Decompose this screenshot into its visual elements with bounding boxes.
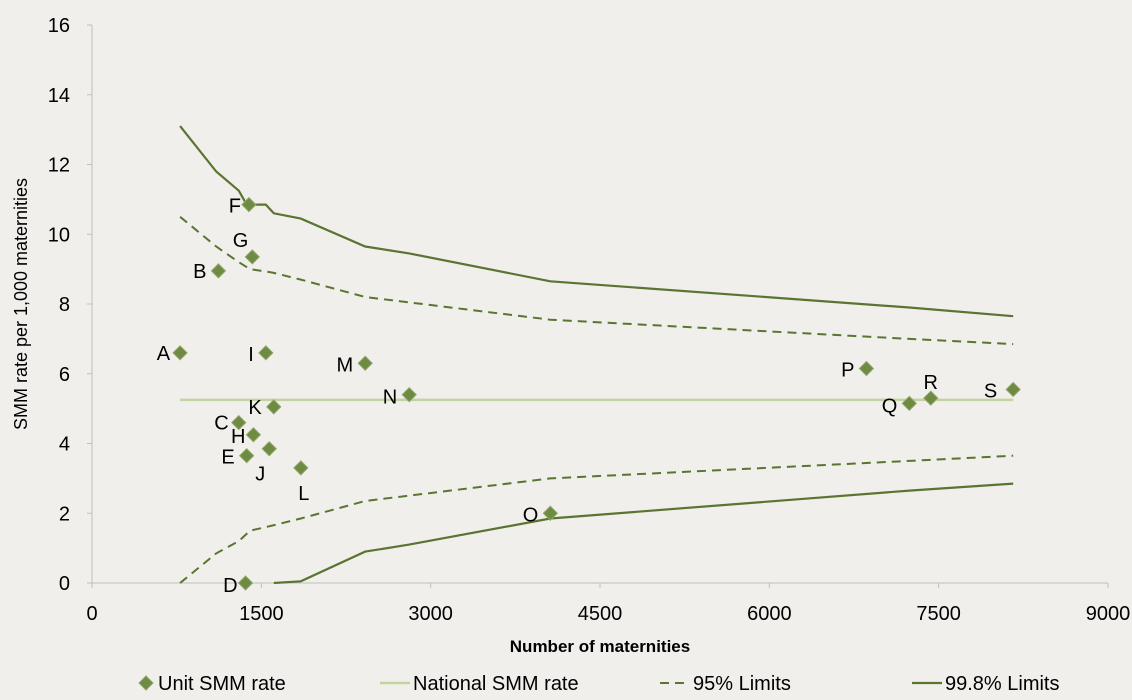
point-label-I: I	[248, 344, 254, 366]
y-tick-label: 12	[48, 155, 70, 177]
series-line-3	[179, 454, 1014, 584]
point-Q	[901, 395, 918, 412]
point-B	[210, 263, 227, 279]
point-G	[244, 249, 261, 265]
x-tick-label: 0	[86, 603, 97, 625]
point-label-C: C	[214, 413, 228, 435]
y-tick-label: 16	[48, 15, 70, 37]
point-A	[172, 345, 188, 361]
legend-item-0: Unit SMM rate	[138, 673, 286, 695]
y-tick-label: 8	[59, 294, 70, 316]
legend-label: 95% Limits	[693, 673, 791, 695]
x-tick-label: 6000	[747, 603, 792, 625]
axes: 0 2 4 6 8 10 12 14 16 0 1500 3000 4500 6000 7500 9000	[48, 15, 1131, 625]
legend-label: 99.8% Limits	[945, 673, 1060, 695]
legend-item-2: 95% Limits	[660, 673, 791, 695]
x-tick-label: 1500	[239, 603, 284, 625]
legend-marker	[138, 675, 154, 691]
y-tick-label: 4	[59, 434, 70, 456]
point-label-Q: Q	[882, 395, 898, 417]
x-tick-label: 3000	[408, 603, 453, 625]
point-I	[258, 345, 274, 361]
series-line-5	[273, 482, 1014, 585]
x-tick-label: 9000	[1086, 603, 1131, 625]
legend: Unit SMM rate National SMM rate 95% Limits…	[138, 673, 1060, 695]
point-O	[542, 505, 559, 521]
point-H	[245, 427, 262, 443]
x-tick-label: 4500	[578, 603, 623, 625]
point-D	[237, 575, 254, 591]
point-label-S: S	[984, 380, 997, 402]
point-label-L: L	[298, 483, 309, 505]
point-C	[231, 414, 247, 431]
point-label-E: E	[221, 447, 234, 469]
point-label-A: A	[157, 343, 171, 365]
point-E	[238, 447, 255, 464]
point-label-R: R	[924, 372, 938, 394]
point-label-O: O	[523, 504, 539, 526]
series-lines	[179, 125, 1014, 585]
point-label-B: B	[193, 261, 206, 283]
point-label-K: K	[248, 397, 262, 419]
point-F	[241, 196, 257, 213]
point-R	[923, 390, 939, 406]
point-label-H: H	[231, 426, 245, 448]
y-tick-label: 14	[48, 85, 70, 107]
point-label-D: D	[223, 575, 237, 597]
point-label-N: N	[383, 387, 397, 409]
legend-item-1: National SMM rate	[380, 673, 579, 695]
point-label-M: M	[337, 354, 354, 376]
series-line-2	[179, 216, 1014, 346]
x-axis-title: Number of maternities	[510, 637, 690, 656]
legend-item-3: 99.8% Limits	[912, 673, 1060, 695]
y-tick-label: 10	[48, 224, 70, 246]
point-label-G: G	[233, 230, 249, 252]
point-J	[261, 441, 277, 457]
point-K	[266, 399, 282, 415]
point-L	[293, 460, 309, 476]
point-S	[1005, 381, 1021, 398]
data-points: A B C D E FG H I J K L M N O P Q R S	[157, 196, 1021, 597]
point-P	[858, 360, 875, 377]
legend-label: Unit SMM rate	[158, 673, 286, 695]
y-axis-title: SMM rate per 1,000 maternities	[11, 178, 31, 430]
series-line-4	[179, 125, 1014, 318]
x-tick-label: 7500	[916, 603, 961, 625]
point-label-P: P	[841, 360, 854, 382]
point-M	[357, 355, 373, 371]
y-tick-label: 6	[59, 364, 70, 386]
point-N	[401, 386, 417, 403]
legend-label: National SMM rate	[413, 673, 579, 695]
point-label-J: J	[255, 464, 265, 486]
y-tick-label: 0	[59, 573, 70, 595]
y-tick-label: 2	[59, 503, 70, 525]
point-label-F: F	[229, 196, 241, 218]
